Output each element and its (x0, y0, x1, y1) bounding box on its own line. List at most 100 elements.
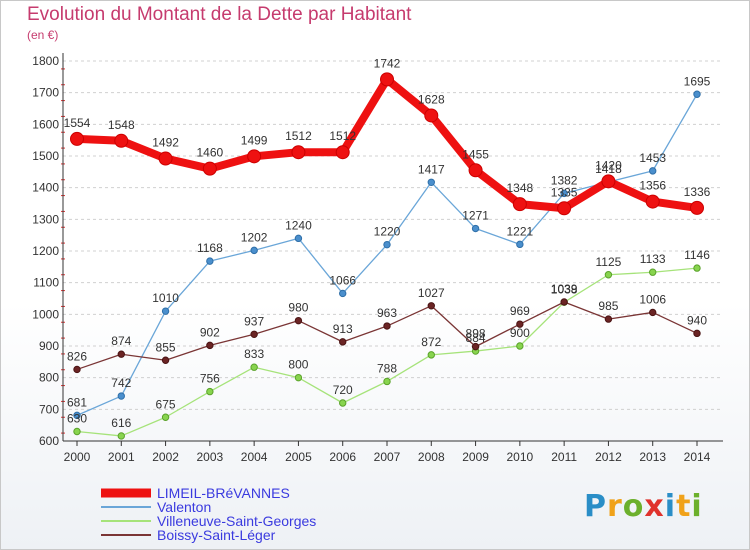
data-point (291, 145, 306, 160)
data-point (380, 72, 394, 87)
data-label: 1418 (595, 162, 622, 176)
x-tick-label: 2006 (329, 450, 356, 464)
x-tick-label: 2011 (551, 450, 577, 464)
data-label: 884 (466, 331, 486, 345)
data-point (250, 246, 258, 255)
data-point (294, 373, 303, 382)
data-label: 902 (200, 325, 220, 339)
data-label: 616 (111, 416, 131, 430)
y-tick-label: 800 (39, 371, 59, 385)
data-point (383, 322, 391, 330)
y-tick-label: 600 (39, 434, 59, 448)
data-point (468, 163, 483, 178)
data-point (427, 302, 435, 310)
legend-label: LIMEIL-BRéVANNES (157, 485, 290, 501)
y-tick-label: 1600 (32, 117, 59, 131)
data-point (427, 178, 435, 186)
data-label: 913 (333, 322, 353, 336)
data-label: 833 (244, 347, 264, 361)
data-label: 1027 (418, 286, 445, 300)
x-tick-label: 2005 (285, 450, 312, 464)
chart-title: Evolution du Montant de la Dette par Hab… (27, 4, 412, 25)
data-label: 1695 (684, 74, 711, 88)
data-point (250, 363, 258, 371)
data-label: 1010 (152, 291, 179, 305)
data-point (649, 167, 657, 175)
data-label: 898 (466, 327, 486, 341)
data-point (117, 432, 125, 440)
data-label: 1133 (640, 252, 666, 266)
data-point (693, 329, 701, 338)
data-label: 1460 (197, 146, 224, 160)
legend-label: Valenton (157, 499, 211, 515)
data-label: 1168 (197, 241, 223, 255)
x-tick-label: 2008 (418, 450, 445, 464)
data-label: 1038 (551, 282, 578, 296)
data-point (73, 365, 81, 374)
x-tick-label: 2014 (684, 450, 711, 464)
x-tick-label: 2000 (64, 450, 91, 464)
data-point (73, 411, 81, 420)
data-point (383, 240, 391, 249)
data-point (471, 224, 480, 233)
y-tick-label: 1000 (32, 307, 59, 321)
data-point (294, 234, 303, 243)
grid-lines (63, 60, 723, 442)
data-label: 937 (244, 314, 264, 328)
y-tick-label: 1700 (32, 86, 59, 100)
data-label: 1455 (462, 147, 489, 161)
data-label: 720 (333, 383, 353, 397)
y-tick-label: 1400 (32, 181, 59, 195)
x-tick-label: 2007 (374, 450, 401, 464)
data-point (114, 133, 129, 148)
data-point (117, 350, 125, 358)
data-point (339, 338, 347, 346)
y-tick-label: 1800 (32, 54, 59, 68)
data-point (161, 356, 170, 364)
data-label: 1382 (551, 173, 578, 187)
x-tick-label: 2010 (507, 450, 534, 464)
data-point (516, 240, 524, 249)
data-labels: 1554 1548 1492 1460 1499 1512 1512 1742 1628 1455… (64, 56, 711, 430)
data-point (117, 392, 125, 400)
series-lines (70, 72, 704, 440)
data-label: 855 (156, 340, 176, 354)
data-label: 826 (67, 349, 87, 363)
data-point (645, 194, 660, 209)
data-label: 681 (67, 395, 87, 409)
data-label: 742 (111, 376, 131, 390)
data-label: 1125 (596, 255, 622, 269)
data-label: 1335 (551, 185, 578, 199)
data-point (649, 308, 657, 317)
data-label: 1240 (285, 218, 312, 232)
data-label: 1417 (418, 162, 445, 176)
data-point (560, 189, 568, 198)
data-label: 630 (67, 412, 87, 426)
data-point (690, 200, 704, 215)
data-label: 675 (156, 397, 176, 411)
proxiti-logo: Proxiti (584, 489, 703, 524)
x-tick-label: 2009 (462, 450, 489, 464)
data-point (604, 271, 613, 279)
data-label: 1554 (64, 116, 91, 130)
data-point (247, 149, 262, 164)
data-label: 900 (510, 326, 530, 340)
y-tick-label: 1200 (32, 244, 59, 258)
data-label: 1202 (241, 230, 268, 244)
data-label: 1271 (462, 209, 489, 223)
data-label: 1066 (329, 273, 356, 287)
x-tick-label: 2001 (108, 450, 135, 464)
y-tick-label: 700 (39, 402, 59, 416)
data-point (161, 413, 170, 421)
data-point (206, 387, 214, 396)
data-label: 1336 (684, 185, 711, 199)
x-tick-label: 2013 (639, 450, 666, 464)
data-point (161, 307, 170, 315)
data-point (557, 201, 572, 216)
data-point (649, 268, 657, 276)
data-point (294, 316, 303, 325)
data-label: 1742 (374, 56, 401, 70)
legend: LIMEIL-BRéVANNESValentonVilleneuve-Saint… (101, 485, 316, 543)
